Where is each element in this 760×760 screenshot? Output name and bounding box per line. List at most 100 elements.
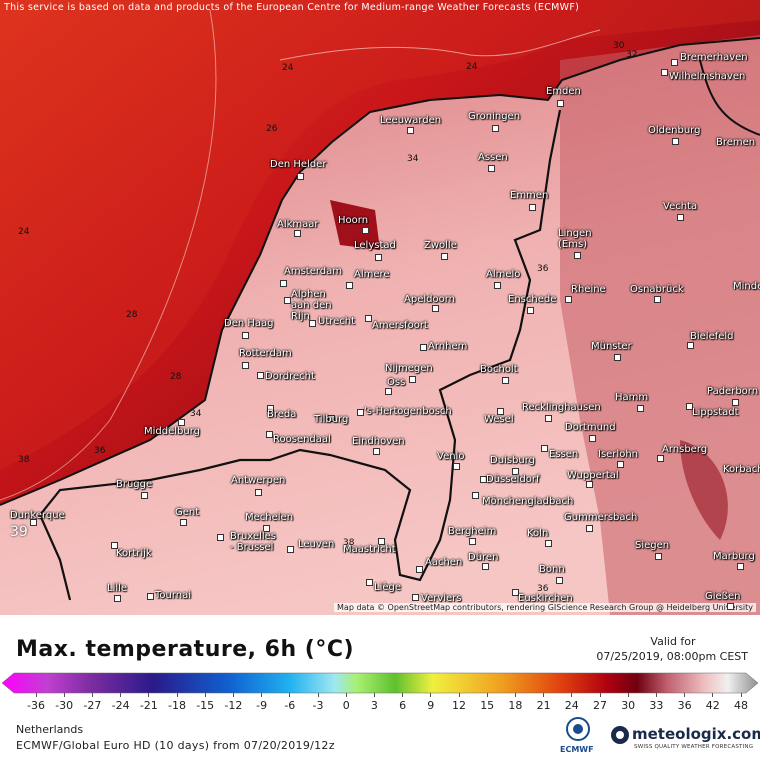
- city-marker: [502, 377, 509, 384]
- city-marker: [556, 577, 563, 584]
- scale-tick: [684, 693, 686, 697]
- city-marker: [497, 408, 504, 415]
- city-label: Marburg: [713, 551, 755, 562]
- map: This service is based on data and produc…: [0, 0, 760, 615]
- model-info: ECMWF/Global Euro HD (10 days) from 07/2…: [16, 739, 335, 752]
- scale-tick: [120, 693, 122, 697]
- city-marker: [30, 519, 37, 526]
- city-marker: [661, 69, 668, 76]
- city-label: Leuven: [298, 539, 335, 550]
- city-label: Alkmaar: [277, 219, 319, 230]
- scale-tick-label: -6: [284, 699, 296, 712]
- city-marker: [407, 127, 414, 134]
- city-label: Dortmund: [565, 422, 616, 433]
- city-label: Roosendaal: [273, 434, 331, 445]
- contour-label: 24: [18, 227, 30, 237]
- city-marker: [280, 280, 287, 287]
- city-label: Emmen: [510, 190, 549, 201]
- city-label: Bremerhaven: [680, 52, 748, 63]
- brand-name[interactable]: meteologix.com: [632, 725, 760, 743]
- city-marker: [217, 534, 224, 541]
- legend: Max. temperature, 6h (°C) Valid for 07/2…: [0, 615, 760, 760]
- city-label: Eindhoven: [352, 436, 405, 447]
- city-label: Siegen: [635, 540, 670, 551]
- scale-tick-label: -21: [139, 699, 158, 712]
- city-label: Gent: [175, 507, 200, 518]
- city-marker: [589, 435, 596, 442]
- city-marker: [512, 589, 519, 596]
- ecmwf-logo-mark: [566, 717, 590, 741]
- city-marker: [565, 296, 572, 303]
- contour-label: 24: [282, 63, 294, 73]
- city-marker: [541, 445, 548, 452]
- scale-tick: [232, 693, 234, 697]
- scale-tick-label: 3: [370, 699, 378, 712]
- city-label: Rotterdam: [239, 348, 292, 359]
- city-marker: [412, 594, 419, 601]
- city-label: Köln: [527, 528, 549, 539]
- city-marker: [655, 553, 662, 560]
- city-label: Gießen: [705, 591, 741, 602]
- city-label: Aachen: [425, 557, 463, 568]
- city-marker: [147, 593, 154, 600]
- city-label: Den Helder: [270, 159, 327, 170]
- scale-tick: [204, 693, 206, 697]
- city-label: Dordrecht: [265, 371, 315, 382]
- city-marker: [480, 476, 487, 483]
- contour-label: 36: [94, 446, 106, 456]
- contour-label: 30: [613, 41, 625, 51]
- scale-tick-label: -27: [83, 699, 102, 712]
- scale-tick-label: 24: [564, 699, 579, 712]
- scale-tick: [289, 693, 291, 697]
- city-label: Korbach: [723, 464, 760, 475]
- city-label: Brugge: [116, 479, 153, 490]
- contour-label: 36: [537, 584, 549, 594]
- scale-tick-label: 33: [649, 699, 664, 712]
- city-label: Vechta: [663, 201, 698, 212]
- city-label: Apeldoorn: [404, 294, 455, 305]
- city-marker: [732, 399, 739, 406]
- city-marker: [365, 315, 372, 322]
- city-marker: [362, 227, 369, 234]
- city-label: Leeuwarden: [380, 115, 442, 126]
- city-label: Dunkerque: [10, 510, 65, 521]
- city-label: Alphen aan den Rijn: [291, 289, 332, 322]
- valid-time: 07/25/2019, 08:00pm CEST: [596, 650, 748, 663]
- city-marker: [687, 342, 694, 349]
- city-marker: [141, 492, 148, 499]
- city-label: Bocholt: [480, 364, 518, 375]
- city-label: Assen: [478, 152, 508, 163]
- city-marker: [545, 415, 552, 422]
- scale-tick-label: 12: [452, 699, 466, 712]
- scale-tick: [402, 693, 404, 697]
- scale-tick: [317, 693, 319, 697]
- city-marker: [654, 296, 661, 303]
- city-label: Euskirchen: [518, 593, 573, 604]
- city-marker: [527, 307, 534, 314]
- city-label: Hoorn: [338, 215, 369, 226]
- city-label: Arnsberg: [662, 444, 708, 455]
- scale-tick-label: -9: [256, 699, 268, 712]
- city-label: Wilhelmshaven: [669, 71, 746, 82]
- city-label: Düsseldorf: [486, 474, 540, 485]
- scale-tick: [514, 693, 516, 697]
- city-label: Minden: [733, 281, 760, 292]
- city-label: Mechelen: [245, 512, 294, 523]
- scale-tick-label: -36: [27, 699, 45, 712]
- scale-tick: [712, 693, 714, 697]
- city-marker: [657, 455, 664, 462]
- contour-label: 38: [343, 538, 355, 548]
- city-marker: [366, 579, 373, 586]
- contour-label: 32: [626, 50, 638, 60]
- city-marker: [114, 595, 121, 602]
- city-label: Bremen: [716, 137, 756, 148]
- city-marker: [494, 282, 501, 289]
- scale-tick-label: 48: [734, 699, 748, 712]
- city-label: Münster: [591, 341, 632, 352]
- city-label: Lille: [107, 583, 128, 594]
- valid-label: Valid for: [650, 635, 696, 648]
- city-label: Zwolle: [424, 240, 457, 251]
- city-label: Wesel: [484, 414, 514, 425]
- city-label: Verviers: [421, 593, 462, 604]
- city-label: Venlo: [437, 451, 465, 462]
